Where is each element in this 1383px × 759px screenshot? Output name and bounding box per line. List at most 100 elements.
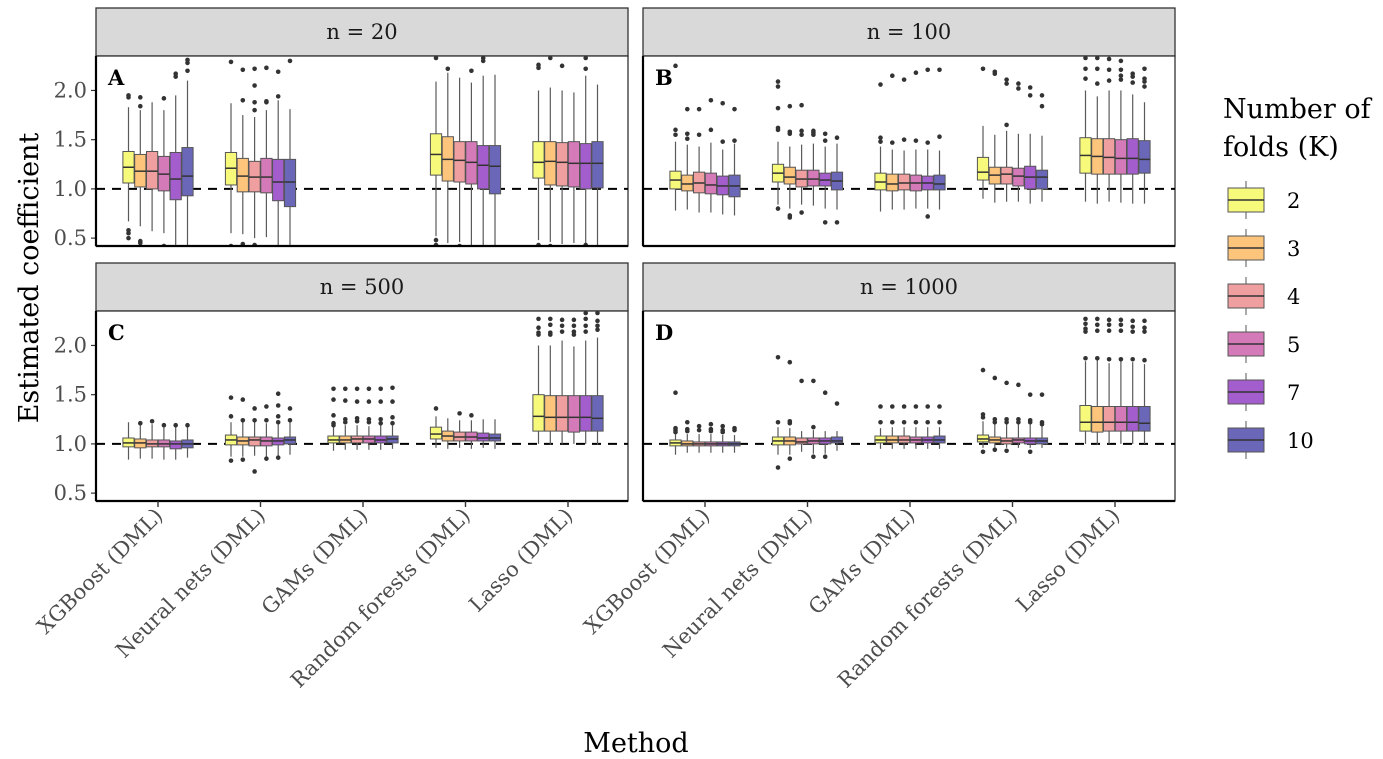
outlier-point [390, 385, 395, 391]
outlier-point [445, 66, 451, 72]
box-k-5 [260, 404, 273, 461]
outlier-point [331, 397, 336, 402]
outlier-point [275, 419, 281, 425]
box-k-3 [134, 95, 147, 246]
outlier-point [1027, 449, 1033, 455]
box-k-3 [681, 419, 694, 453]
outlier-point [378, 386, 384, 392]
box-k-10 [591, 84, 604, 246]
box-body [248, 436, 261, 447]
outlier-point [787, 131, 793, 137]
box-body [1138, 140, 1151, 174]
outlier-point [366, 399, 372, 404]
outlier-point [161, 96, 167, 101]
group-random-forests-dml [976, 367, 1049, 455]
box-body [556, 395, 569, 432]
box-k-2 [224, 59, 238, 246]
outlier-point [1142, 318, 1147, 324]
outlier-point [149, 418, 155, 424]
outlier-point [264, 65, 269, 71]
box-k-5 [260, 65, 273, 238]
outlier-point [980, 66, 986, 72]
outlier-point [1083, 56, 1088, 61]
outlier-point [1039, 392, 1045, 397]
outlier-point [696, 427, 702, 433]
box-k-5 [465, 68, 478, 246]
outlier-point [1106, 317, 1112, 323]
box-k-10 [830, 401, 844, 451]
outlier-point [252, 469, 257, 474]
outlier-point [536, 325, 541, 331]
outlier-point [264, 404, 269, 409]
outlier-point [126, 235, 131, 241]
outlier-point [252, 83, 257, 88]
outlier-point [433, 406, 439, 411]
outlier-point [1095, 322, 1100, 328]
box-k-10 [1035, 93, 1049, 202]
outlier-point [673, 63, 678, 69]
outlier-point [595, 327, 600, 333]
outlier-point [228, 59, 234, 65]
outlier-point [708, 428, 714, 434]
box-k-3 [783, 359, 796, 461]
group-gams-dml [874, 404, 946, 449]
box-k-10 [386, 385, 399, 449]
panel-c: n = 500 C 0.5 1.0 1.5 2.0 [54, 262, 629, 505]
panel-strip [95, 7, 629, 57]
box-body [272, 158, 285, 202]
legend-key-10: 10 [1227, 421, 1314, 459]
outlier-point [901, 77, 907, 82]
box-k-3 [1091, 316, 1104, 445]
legend-label: 4 [1287, 285, 1300, 309]
group-neural-nets-dml [771, 354, 844, 470]
outlier-point [890, 419, 895, 425]
box-k-10 [1138, 318, 1151, 444]
outlier-point [354, 399, 360, 404]
box-body [976, 156, 990, 181]
outlier-point [138, 240, 143, 246]
box-k-10 [933, 404, 946, 449]
box-k-3 [441, 418, 454, 449]
outlier-point [240, 98, 246, 103]
outlier-point [252, 406, 257, 411]
outlier-point [775, 419, 781, 425]
box-body [236, 157, 249, 193]
box-k-10 [1138, 66, 1151, 204]
box-k-10 [591, 311, 604, 445]
outlier-point [331, 386, 336, 392]
box-k-4 [146, 102, 159, 232]
outlier-point [901, 404, 907, 409]
box-k-4 [556, 63, 569, 245]
box-k-7 [477, 56, 490, 246]
outlier-point [252, 66, 257, 72]
outlier-point [252, 417, 257, 423]
legend-key-3: 3 [1227, 229, 1300, 267]
outlier-point [775, 84, 781, 89]
box-k-3 [441, 66, 454, 244]
outlier-point [1027, 392, 1033, 397]
outlier-point [173, 74, 178, 79]
box-body [1035, 169, 1049, 190]
outlier-point [1106, 322, 1112, 328]
box-k-3 [886, 73, 899, 210]
outlier-point [548, 332, 553, 337]
outlier-point [878, 135, 883, 141]
group-xgboost-dml [669, 63, 741, 216]
outlier-point [433, 56, 439, 61]
outlier-point [878, 419, 883, 425]
outlier-point [1118, 58, 1124, 64]
box-body [283, 158, 297, 208]
y-tick-label: 0.5 [54, 226, 87, 250]
outlier-point [834, 220, 840, 225]
outlier-point [1106, 78, 1112, 83]
outlier-point [980, 415, 986, 420]
outlier-point [1106, 356, 1112, 362]
legend-key-7: 7 [1227, 373, 1300, 411]
box-k-4 [898, 404, 911, 449]
box-k-4 [795, 378, 808, 452]
outlier-point [1016, 382, 1021, 388]
box-k-7 [921, 67, 934, 219]
outlier-point [822, 220, 828, 225]
outlier-point [787, 359, 793, 365]
box-k-5 [807, 378, 820, 459]
